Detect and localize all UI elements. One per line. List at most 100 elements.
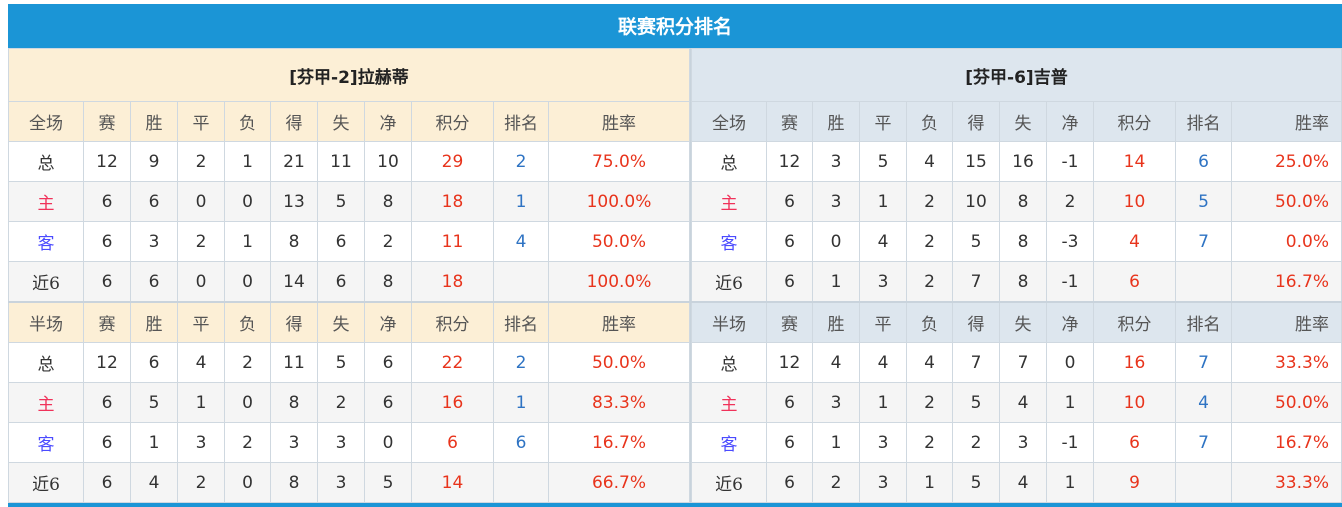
cell-label: 客 [691,422,767,463]
cell-drawn: 2 [177,141,225,182]
cell-played: 6 [766,382,813,423]
column-header-goals-against: 失 [999,101,1047,142]
cell-drawn: 1 [859,382,907,423]
team-header: [芬甲-6]吉普 [691,48,1342,102]
table-row: 近6 6 6 0 0 14 6 8 18 100.0% [8,261,690,303]
cell-rank: 4 [1175,382,1232,423]
cell-played: 6 [83,422,131,463]
cell-points: 6 [1093,422,1176,463]
cell-goals-against: 7 [999,342,1047,383]
panel-title: 联赛积分排名 [8,4,1342,48]
column-header-won: 胜 [130,301,178,343]
cell-goals-for: 15 [952,141,1000,182]
cell-lost: 2 [906,422,953,463]
cell-drawn: 1 [177,382,225,423]
column-header-row: 全场赛胜平负得失净积分 排名 胜率 [8,101,690,142]
standings-panel: 联赛积分排名 [芬甲-2]拉赫蒂 全场赛胜平负得失净积分 排名 胜率总 12 9 2 1 21 1… [8,4,1342,507]
team-name: [芬甲-2]拉赫蒂 [8,48,690,102]
cell-points: 11 [411,221,494,262]
cell-lost: 2 [906,382,953,423]
column-header-points: 积分 [411,301,494,343]
cell-drawn: 4 [859,342,907,383]
cell-played: 6 [83,261,131,303]
cell-win-rate: 75.0% [548,141,690,182]
column-header-rank: 排名 [1175,301,1232,343]
cell-won: 3 [812,141,860,182]
cell-drawn: 0 [177,261,225,303]
cell-goals-against: 5 [317,181,365,222]
cell-rank: 4 [493,221,549,262]
cell-points: 16 [1093,342,1176,383]
cell-goals-against: 4 [999,462,1047,503]
cell-label: 客 [8,422,84,463]
cell-goals-for: 2 [952,422,1000,463]
column-header-won: 胜 [130,101,178,142]
cell-label: 主 [8,181,84,222]
cell-goal-diff: 0 [1046,342,1094,383]
cell-goals-for: 11 [270,342,318,383]
cell-label: 主 [691,181,767,222]
cell-goals-for: 14 [270,261,318,303]
cell-label: 总 [691,141,767,182]
cell-lost: 0 [224,382,271,423]
column-header-drawn: 平 [177,101,225,142]
column-header-drawn: 平 [859,301,907,343]
cell-won: 0 [812,221,860,262]
cell-won: 4 [130,462,178,503]
cell-win-rate: 25.0% [1231,141,1342,182]
cell-label: 近6 [691,462,767,503]
cell-rank [1175,462,1232,503]
cell-win-rate: 50.0% [1231,382,1342,423]
cell-goals-for: 21 [270,141,318,182]
cell-lost: 4 [906,342,953,383]
cell-win-rate: 16.7% [1231,422,1342,463]
cell-goals-against: 2 [317,382,365,423]
cell-goals-for: 10 [952,181,1000,222]
cell-win-rate: 83.3% [548,382,690,423]
cell-played: 6 [83,181,131,222]
cell-goals-against: 6 [317,261,365,303]
cell-won: 5 [130,382,178,423]
cell-rank: 7 [1175,342,1232,383]
cell-label: 总 [8,141,84,182]
cell-drawn: 2 [177,462,225,503]
cell-rank [1175,261,1232,303]
team-standings-home: [芬甲-2]拉赫蒂 全场赛胜平负得失净积分 排名 胜率总 12 9 2 1 21 11 10 29 2 7… [8,48,691,503]
cell-goals-for: 7 [952,261,1000,303]
cell-played: 12 [83,141,131,182]
cell-label: 客 [8,221,84,262]
column-header-label: 全场 [8,101,84,142]
cell-goal-diff: -3 [1046,221,1094,262]
cell-rank: 6 [1175,141,1232,182]
cell-win-rate: 50.0% [1231,181,1342,222]
cell-goals-for: 5 [952,382,1000,423]
table-row: 客 6 1 3 2 2 3 -1 6 7 16.7% [691,422,1342,463]
cell-points: 9 [1093,462,1176,503]
cell-goal-diff: 1 [1046,382,1094,423]
column-header-points: 积分 [1093,301,1176,343]
cell-played: 6 [766,261,813,303]
cell-won: 1 [130,422,178,463]
cell-played: 6 [766,422,813,463]
cell-win-rate: 50.0% [548,342,690,383]
cell-rank: 2 [493,342,549,383]
cell-goal-diff: 10 [364,141,412,182]
cell-goal-diff: -1 [1046,261,1094,303]
cell-drawn: 5 [859,141,907,182]
cell-goal-diff: -1 [1046,422,1094,463]
table-row: 主 6 5 1 0 8 2 6 16 1 83.3% [8,382,690,423]
cell-goals-for: 7 [952,342,1000,383]
cell-points: 18 [411,181,494,222]
cell-points: 18 [411,261,494,303]
cell-win-rate: 33.3% [1231,462,1342,503]
cell-goals-against: 16 [999,141,1047,182]
cell-goals-against: 5 [317,342,365,383]
cell-drawn: 4 [859,221,907,262]
column-header-goals-for: 得 [270,301,318,343]
cell-points: 16 [411,382,494,423]
cell-win-rate: 50.0% [548,221,690,262]
cell-goal-diff: 6 [364,342,412,383]
column-header-drawn: 平 [177,301,225,343]
column-header-goal-diff: 净 [364,301,412,343]
cell-played: 12 [766,342,813,383]
